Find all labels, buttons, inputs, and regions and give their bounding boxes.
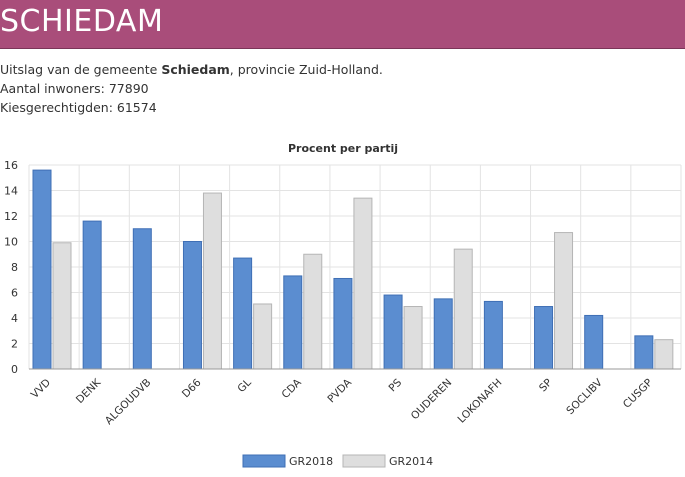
chart-title: Procent per partij bbox=[288, 142, 398, 155]
bar-gr2018-cusgp[interactable] bbox=[634, 335, 654, 370]
legend-label-gr2018[interactable]: GR2018 bbox=[289, 455, 333, 468]
legend-swatch-gr2014[interactable] bbox=[342, 454, 386, 468]
page-header: SCHIEDAM bbox=[0, 0, 685, 49]
bar-gr2018-soclibv[interactable] bbox=[584, 314, 604, 370]
bar-gr2014-pvda[interactable] bbox=[353, 197, 373, 370]
x-tick-label: LOKONAFH bbox=[456, 377, 505, 426]
x-tick-label: GL bbox=[235, 377, 253, 395]
bar-gr2014-vvd[interactable] bbox=[52, 242, 72, 370]
bar-gr2018-cda[interactable] bbox=[283, 275, 303, 370]
bar-gr2018-denk[interactable] bbox=[82, 220, 102, 370]
bar-gr2014-ouderen[interactable] bbox=[453, 248, 473, 370]
bar-gr2014-sp[interactable] bbox=[554, 232, 574, 370]
x-tick-label: DENK bbox=[74, 376, 104, 406]
bar-gr2018-sp[interactable] bbox=[534, 306, 554, 370]
bar-gr2018-lokonafh[interactable] bbox=[483, 300, 503, 370]
x-tick-label: CDA bbox=[280, 376, 305, 401]
result-line: Uitslag van de gemeente Schiedam, provin… bbox=[0, 60, 383, 79]
x-tick-label: VVD bbox=[29, 377, 53, 401]
y-tick-label: 0 bbox=[11, 363, 18, 376]
bar-gr2018-vvd[interactable] bbox=[32, 169, 52, 370]
municipality-name: Schiedam bbox=[161, 62, 230, 77]
y-tick-label: 14 bbox=[4, 185, 18, 198]
page-title: SCHIEDAM bbox=[0, 4, 164, 39]
bar-gr2018-gl[interactable] bbox=[233, 257, 253, 370]
x-tick-label: CUSGP bbox=[621, 377, 655, 411]
y-tick-label: 4 bbox=[11, 312, 18, 325]
x-tick-label: PVDA bbox=[325, 376, 354, 405]
x-tick-label: SOCLIBV bbox=[564, 376, 605, 417]
y-tick-label: 12 bbox=[4, 210, 18, 223]
x-tick-label: SP bbox=[537, 377, 555, 395]
bar-gr2018-pvda[interactable] bbox=[333, 277, 353, 370]
bar-gr2014-d66[interactable] bbox=[202, 192, 222, 370]
municipality-info: Uitslag van de gemeente Schiedam, provin… bbox=[0, 60, 383, 117]
legend-swatch-gr2018[interactable] bbox=[242, 454, 286, 468]
x-tick-label: ALGOUDVB bbox=[103, 377, 153, 427]
result-prefix: Uitslag van de gemeente bbox=[0, 62, 162, 77]
bar-gr2018-ouderen[interactable] bbox=[433, 298, 453, 370]
y-tick-label: 8 bbox=[11, 261, 18, 274]
chart-bars bbox=[32, 169, 674, 370]
x-tick-label: OUDEREN bbox=[409, 377, 455, 423]
bar-gr2014-cusgp[interactable] bbox=[654, 339, 674, 370]
bar-gr2018-ps[interactable] bbox=[383, 294, 403, 370]
chart-legend[interactable]: GR2018 GR2014 bbox=[242, 454, 433, 468]
x-tick-label: D66 bbox=[180, 376, 204, 400]
legend-label-gr2014[interactable]: GR2014 bbox=[389, 455, 433, 468]
voters-count: Kiesgerechtigden: 61574 bbox=[0, 100, 157, 115]
y-tick-label: 2 bbox=[11, 338, 18, 351]
y-tick-label: 16 bbox=[4, 159, 18, 172]
result-suffix: , provincie Zuid-Holland. bbox=[229, 62, 383, 77]
bar-gr2014-cda[interactable] bbox=[303, 253, 323, 370]
bar-gr2018-d66[interactable] bbox=[182, 241, 202, 370]
bar-gr2014-gl[interactable] bbox=[253, 303, 273, 370]
party-percentage-chart: Procent per partij 0 2 4 6 8 10 12 14 16 VVD DENK A… bbox=[4, 142, 682, 468]
bar-gr2018-algoudvb[interactable] bbox=[132, 228, 152, 370]
inhabitants-count: Aantal inwoners: 77890 bbox=[0, 81, 149, 96]
y-tick-label: 6 bbox=[11, 287, 18, 300]
x-tick-label: PS bbox=[387, 376, 405, 394]
bar-gr2014-ps[interactable] bbox=[403, 306, 423, 370]
y-tick-label: 10 bbox=[4, 236, 18, 249]
